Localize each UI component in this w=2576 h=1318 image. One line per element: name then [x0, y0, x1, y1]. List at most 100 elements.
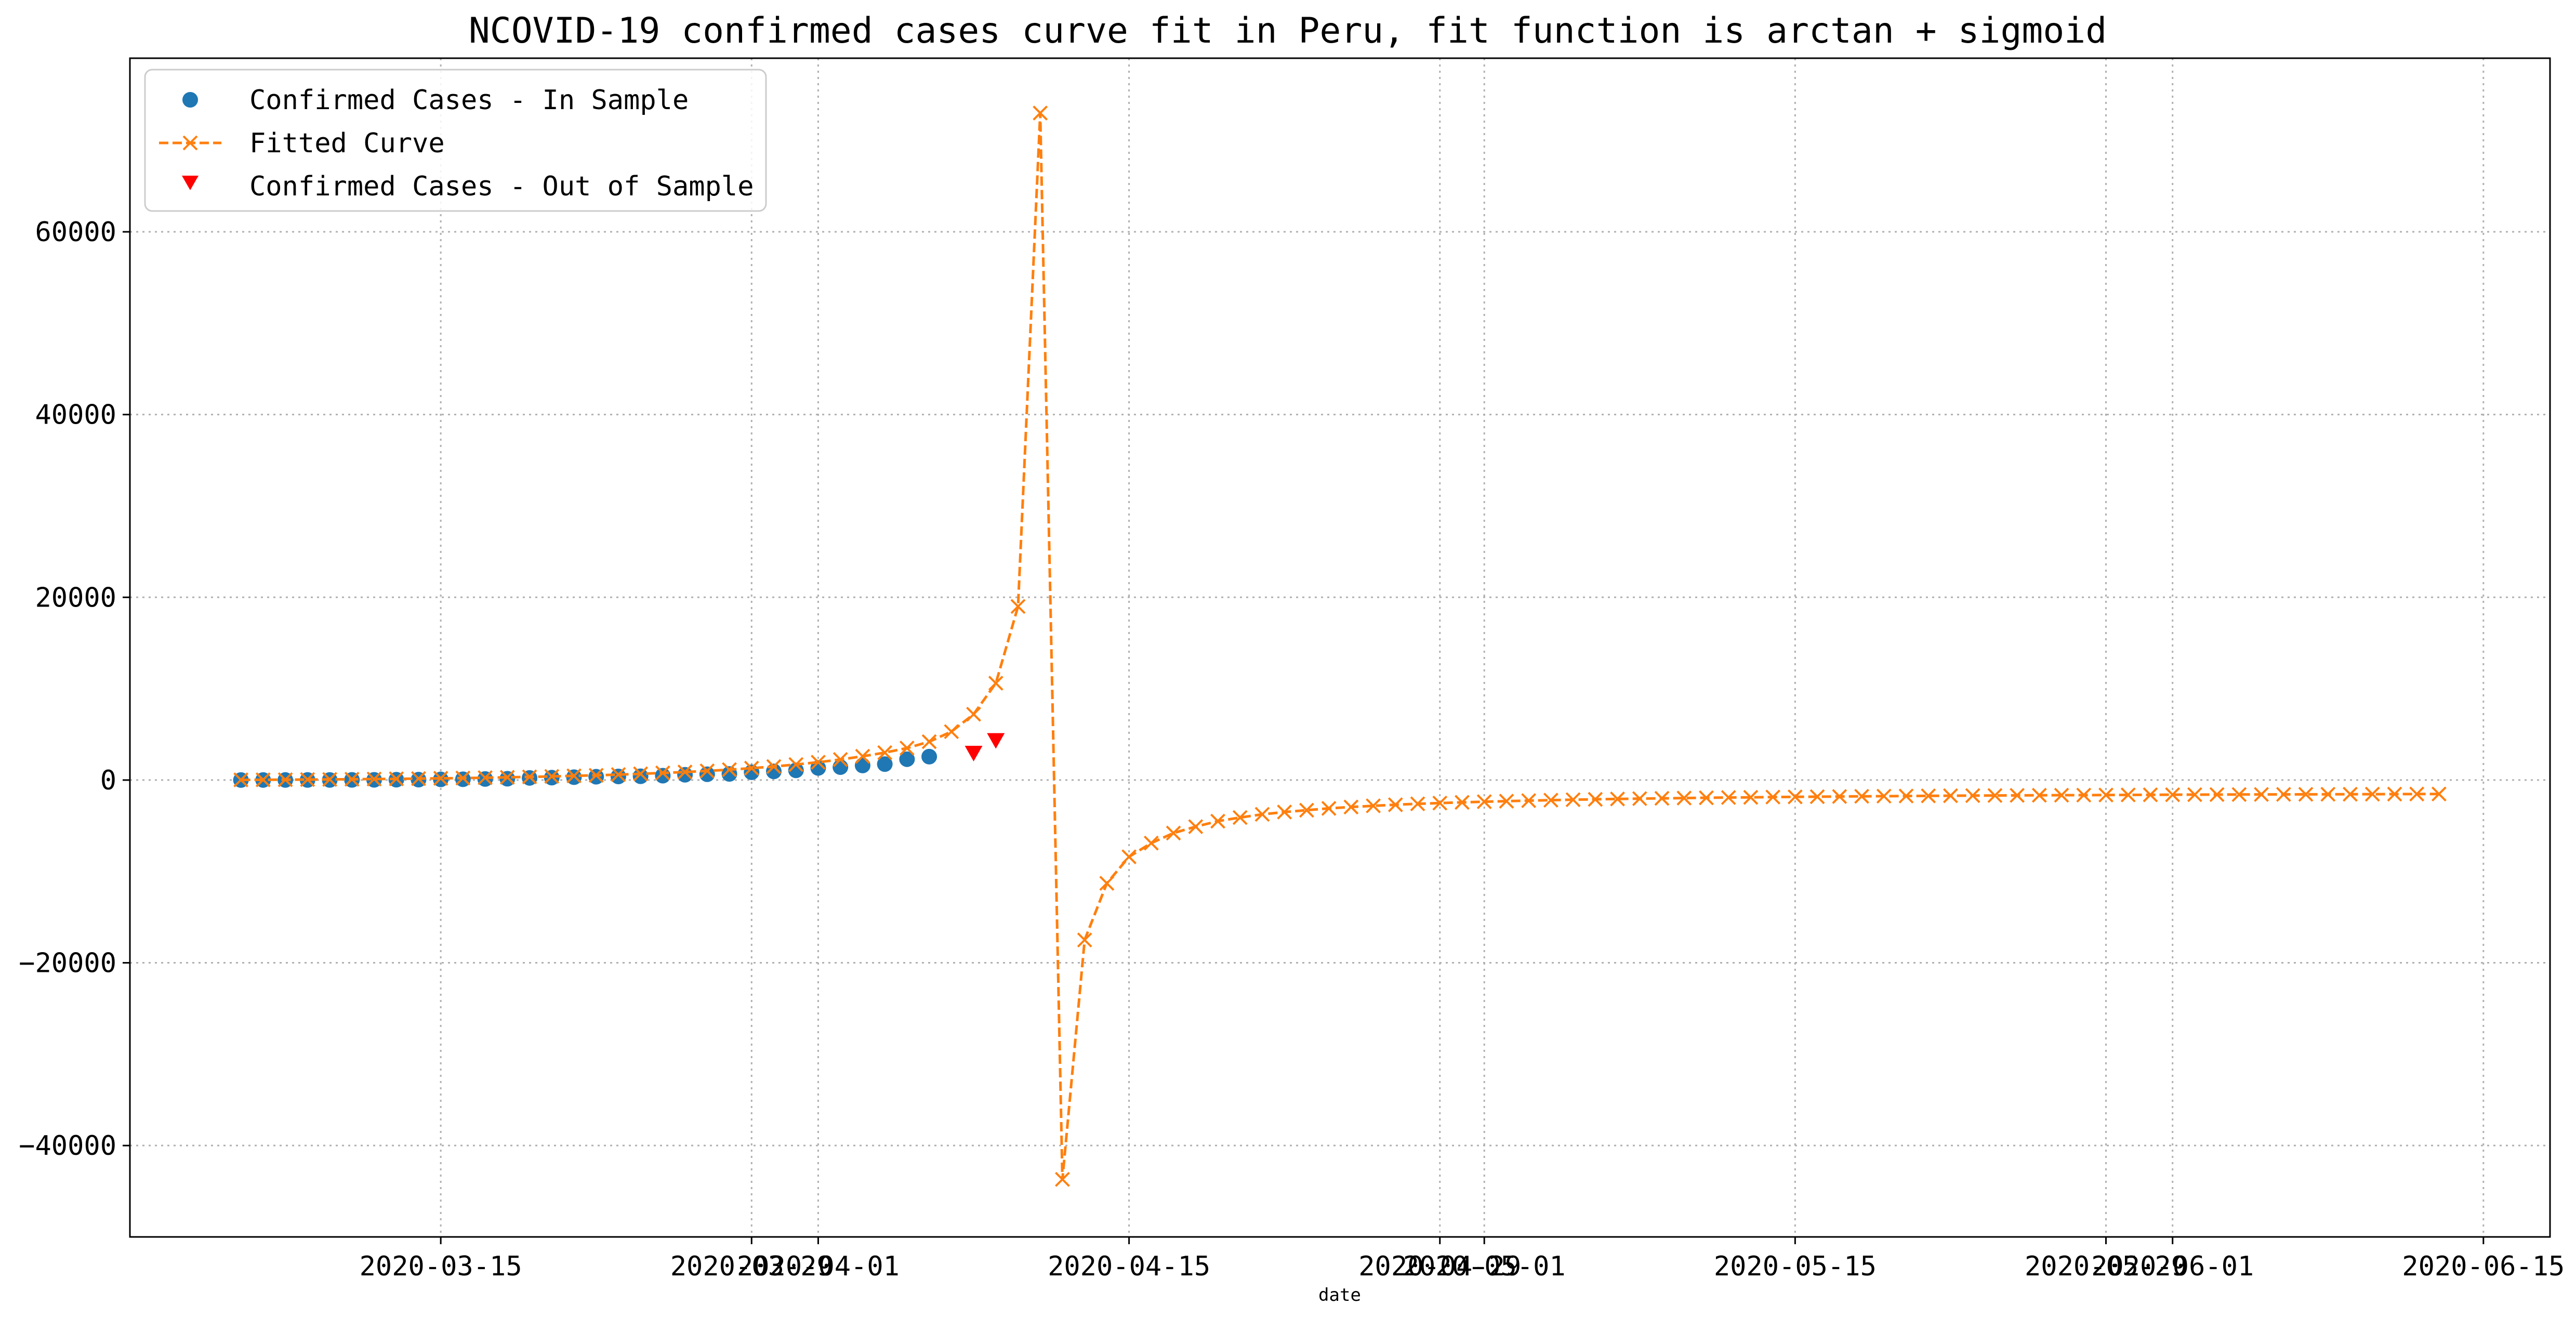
fitted-curve-marker — [699, 763, 715, 779]
x-tick-label: 2020-05-15 — [1714, 1251, 1877, 1282]
legend: Confirmed Cases - In Sample Fitted Curve… — [144, 69, 767, 212]
fitted-curve-marker — [588, 768, 604, 783]
fitted-curve-marker — [2054, 787, 2069, 803]
fitted-curve-marker — [722, 762, 737, 777]
fitted-curve-marker — [1343, 799, 1359, 815]
y-axis-ticks: −40000 −20000 0 20000 40000 60000 — [19, 217, 130, 1162]
fitted-curve-marker — [2165, 787, 2181, 802]
fitted-curve-marker — [1321, 801, 1337, 816]
legend-marker-out-of-sample — [182, 176, 199, 190]
in-sample-point — [699, 766, 715, 782]
out-of-sample-point — [987, 733, 1005, 749]
fitted-curve-marker — [811, 755, 826, 770]
in-sample-point — [854, 757, 870, 773]
fitted-curve-marker — [2098, 787, 2113, 803]
in-sample-point — [788, 762, 804, 779]
fitted-curve-marker — [988, 676, 1003, 691]
fitted-curve-marker — [899, 740, 915, 756]
fitted-curve-marker — [1632, 791, 1647, 807]
fitted-curve-marker — [389, 771, 404, 786]
gridlines — [130, 58, 2550, 1237]
out-of-sample-point — [965, 745, 983, 761]
legend-marker-fitted — [182, 135, 198, 151]
fitted-curve-marker — [2076, 787, 2092, 803]
x-axis-label: date — [1318, 1285, 1361, 1306]
fitted-curve-marker — [2364, 786, 2380, 802]
in-sample-point — [833, 759, 849, 775]
legend-label-in-sample: Confirmed Cases - In Sample — [249, 85, 689, 116]
fitted-curve-marker — [1832, 789, 1847, 804]
fitted-curve-marker — [1876, 788, 1892, 804]
fitted-curve-marker — [1499, 794, 1514, 809]
fitted-curve-marker — [833, 752, 848, 767]
fitted-curve-marker — [233, 772, 249, 787]
fitted-curve-marker — [478, 770, 493, 785]
fitted-curve-marker — [1787, 789, 1803, 805]
fitted-curve-marker — [1143, 835, 1159, 851]
fitted-curve-marker — [1965, 788, 1980, 803]
fitted-curve-marker — [1277, 805, 1292, 820]
fitted-curve-marker — [1921, 788, 1936, 803]
fitted-curve-marker — [1299, 802, 1314, 818]
fitted-curve-marker — [344, 771, 360, 787]
fitted-curve-marker — [1565, 792, 1581, 808]
fitted-curve-marker — [2031, 787, 2047, 803]
in-sample-point — [632, 768, 649, 784]
y-tick-label: 20000 — [35, 582, 116, 613]
fitted-curve-marker — [2143, 787, 2158, 802]
x-tick-label: 2020-03-15 — [360, 1251, 522, 1282]
y-tick-label: −20000 — [19, 948, 116, 979]
fitted-curve-marker — [300, 772, 315, 787]
fitted-curve-marker — [611, 767, 626, 782]
x-tick-label: 2020-04-15 — [1048, 1251, 1210, 1282]
fitted-curve-marker — [2010, 787, 2025, 803]
fitted-curve-marker — [1388, 797, 1403, 812]
fitted-curve-marker — [944, 724, 959, 740]
fitted-curve-marker — [2231, 787, 2247, 802]
fitted-curve-marker — [1521, 793, 1537, 808]
x-tick-label: 2020-04-29 — [1358, 1251, 1521, 1282]
fitted-curve-marker — [433, 771, 448, 786]
fitted-curve-marker — [1898, 788, 1914, 804]
y-tick-label: 60000 — [35, 217, 116, 248]
fitted-curve-marker — [1588, 792, 1603, 807]
fitted-curve-marker — [455, 770, 471, 786]
fitted-curve-marker — [2298, 786, 2314, 802]
fitted-curve-marker — [1121, 849, 1137, 865]
fitted-curve-marker — [1010, 599, 1026, 614]
fitted-curve-marker — [1254, 807, 1270, 822]
fitted-curve-marker — [1543, 793, 1558, 808]
fitted-curve-marker — [1610, 791, 1625, 807]
legend-label-out-of-sample: Confirmed Cases - Out of Sample — [249, 171, 754, 202]
fitted-curve-marker — [633, 766, 649, 782]
legend-box — [144, 69, 767, 212]
plot-frame — [129, 57, 2551, 1238]
fitted-curve-marker — [1476, 794, 1492, 810]
legend-marker-in-sample — [182, 92, 198, 108]
fitted-curve-marker — [1676, 790, 1692, 806]
x-tick-label: 2020-06-01 — [2091, 1251, 2254, 1282]
fitted-curve-marker — [1854, 788, 1869, 804]
in-sample-point — [877, 756, 893, 772]
fitted-curve-marker — [366, 771, 382, 787]
fitted-curve-marker — [499, 770, 515, 785]
fitted-curve-marker — [255, 772, 271, 787]
fitted-curve-marker — [1809, 789, 1825, 805]
x-tick-label: 2020-04-01 — [737, 1251, 900, 1282]
x-tick-label: 2020-05-01 — [1403, 1251, 1566, 1282]
in-sample-point — [899, 751, 915, 767]
fitted-curve-marker — [1943, 788, 1958, 803]
fitted-curve-marker — [2431, 786, 2447, 802]
fitted-curve-marker — [766, 759, 782, 774]
fitted-curve-marker — [655, 765, 670, 781]
fitted-curve-marker — [2409, 786, 2425, 802]
fitted-curve-marker — [1232, 810, 1248, 825]
fitted-curve-marker — [1654, 790, 1670, 806]
in-sample-point — [677, 767, 693, 783]
fitted-curve-marker — [2320, 786, 2336, 802]
fitted-curve-marker — [855, 748, 870, 764]
in-sample-point — [610, 768, 626, 784]
fitted-curve-marker — [1166, 825, 1181, 841]
